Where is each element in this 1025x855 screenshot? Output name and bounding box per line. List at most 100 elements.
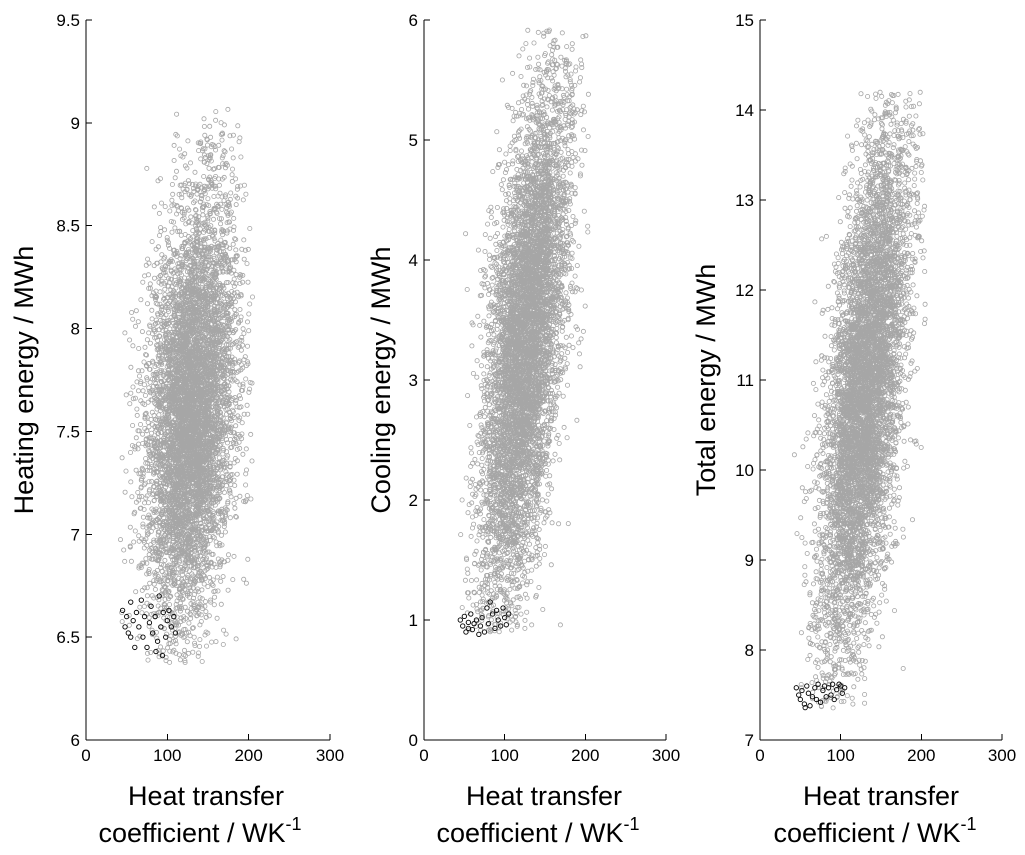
y-axis-label: Heating energy / MWh	[9, 246, 39, 515]
panel-total: 7 8 9 10 11 12 13 14 15 0 100 200 300 Total energy / …	[691, 11, 1016, 848]
y-tick-label: 9	[71, 114, 80, 133]
highlighted-point	[128, 599, 134, 605]
highlighted-point	[138, 597, 144, 603]
highlighted-point	[465, 625, 472, 632]
highlighted-point	[159, 653, 166, 659]
highlighted-point	[140, 634, 146, 640]
highlighted-point	[164, 618, 170, 624]
highlighted-point	[153, 648, 159, 655]
highlighted-point	[502, 614, 508, 621]
y-tick-label: 15	[735, 11, 754, 30]
highlighted-point	[150, 630, 156, 636]
highlighted-point	[465, 619, 472, 626]
highlighted-point	[823, 694, 829, 700]
highlighted-point	[457, 617, 463, 623]
highlighted-point	[171, 613, 177, 620]
highlighted-point	[130, 618, 136, 624]
highlighted-point	[481, 629, 488, 635]
y-tick-label: 4	[409, 251, 418, 270]
y-tick-label: 8	[745, 641, 754, 660]
x-tick-label: 300	[652, 746, 680, 765]
highlighted-point	[158, 624, 164, 630]
y-tick-label: 14	[735, 101, 754, 120]
highlighted-point	[468, 611, 474, 617]
x-tick-label: 0	[81, 746, 90, 765]
y-tick-label: 7	[745, 731, 754, 750]
y-tick-label: 6.5	[56, 628, 80, 647]
x-tick-label: 200	[907, 746, 935, 765]
highlighted-point	[497, 623, 504, 629]
highlighted-point	[119, 607, 126, 614]
highlighted-point	[463, 629, 469, 635]
x-axis-label-unit: coefficient / WK	[773, 818, 960, 848]
x-tick-label: 100	[490, 746, 518, 765]
y-axis-label: Cooling energy / MWh	[366, 246, 396, 513]
highlighted-point	[817, 699, 824, 705]
y-tick-label: 7.5	[56, 422, 80, 441]
x-axis-label-line2: coefficient / WK-1	[98, 814, 301, 848]
highlighted-point	[168, 624, 175, 630]
x-tick-label: 0	[755, 746, 764, 765]
highlighted-point	[796, 692, 802, 698]
highlighted-point	[799, 687, 805, 694]
y-tick-label: 12	[735, 281, 754, 300]
highlighted-point	[122, 624, 128, 630]
y-tick-label: 13	[735, 191, 754, 210]
y-axis-label: Total energy / MWh	[691, 264, 721, 497]
highlighted-point	[815, 681, 821, 687]
y-tick-label: 7	[71, 525, 80, 544]
highlighted-point	[506, 611, 512, 617]
highlighted-point	[489, 611, 496, 617]
highlighted-point	[152, 613, 158, 620]
highlighted-point	[160, 609, 166, 616]
highlighted-point	[495, 617, 501, 623]
y-tick-label: 6	[409, 11, 418, 30]
highlighted-point	[829, 681, 836, 687]
highlighted-point	[833, 686, 840, 693]
highlighted-point	[132, 644, 138, 651]
highlighted-point	[831, 696, 837, 703]
highlighted-point	[487, 599, 493, 605]
highlighted-point	[479, 614, 485, 621]
x-axis-label-superscript: -1	[286, 814, 302, 834]
highlighted-point	[804, 683, 810, 689]
highlighted-point	[154, 638, 161, 644]
highlighted-point	[124, 613, 130, 620]
highlighted-point	[825, 685, 832, 691]
highlighted-point	[460, 623, 466, 629]
highlighted-point	[148, 603, 154, 609]
x-tick-label: 0	[419, 746, 428, 765]
grey-point-cloud	[791, 89, 928, 711]
highlighted-point	[476, 631, 482, 638]
x-tick-label: 100	[826, 746, 854, 765]
x-axis-label-line1: Heat transfer	[128, 781, 284, 811]
highlighted-point	[125, 630, 131, 636]
highlighted-point	[812, 685, 818, 691]
highlighted-point	[828, 692, 834, 698]
highlighted-point	[471, 620, 477, 627]
highlighted-point	[163, 634, 169, 640]
grey-point-cloud	[118, 106, 256, 665]
y-tick-label: 6	[71, 731, 80, 750]
x-axis-label-unit: coefficient / WK	[436, 818, 623, 848]
highlighted-point	[156, 593, 162, 599]
highlighted-point	[839, 690, 845, 696]
x-tick-label: 100	[153, 746, 181, 765]
x-axis-label-line1: Heat transfer	[466, 781, 622, 811]
x-tick-label: 300	[316, 746, 344, 765]
highlighted-point	[484, 605, 490, 611]
highlighted-point	[461, 613, 467, 620]
y-tick-label: 11	[736, 371, 754, 390]
y-tick-label: 10	[735, 461, 754, 480]
y-tick-label: 1	[409, 611, 418, 630]
highlighted-point	[797, 696, 803, 703]
highlighted-point	[485, 620, 492, 627]
highlighted-point	[492, 625, 498, 632]
highlighted-point	[842, 685, 848, 691]
x-tick-label: 200	[234, 746, 262, 765]
highlighted-point	[144, 644, 150, 651]
x-tick-label: 200	[571, 746, 599, 765]
panel-heating: 6 6.5 7 7.5 8 8.5 9 9.5 0 100 200 300 Heating energy…	[9, 11, 344, 848]
highlighted-point	[793, 685, 799, 691]
